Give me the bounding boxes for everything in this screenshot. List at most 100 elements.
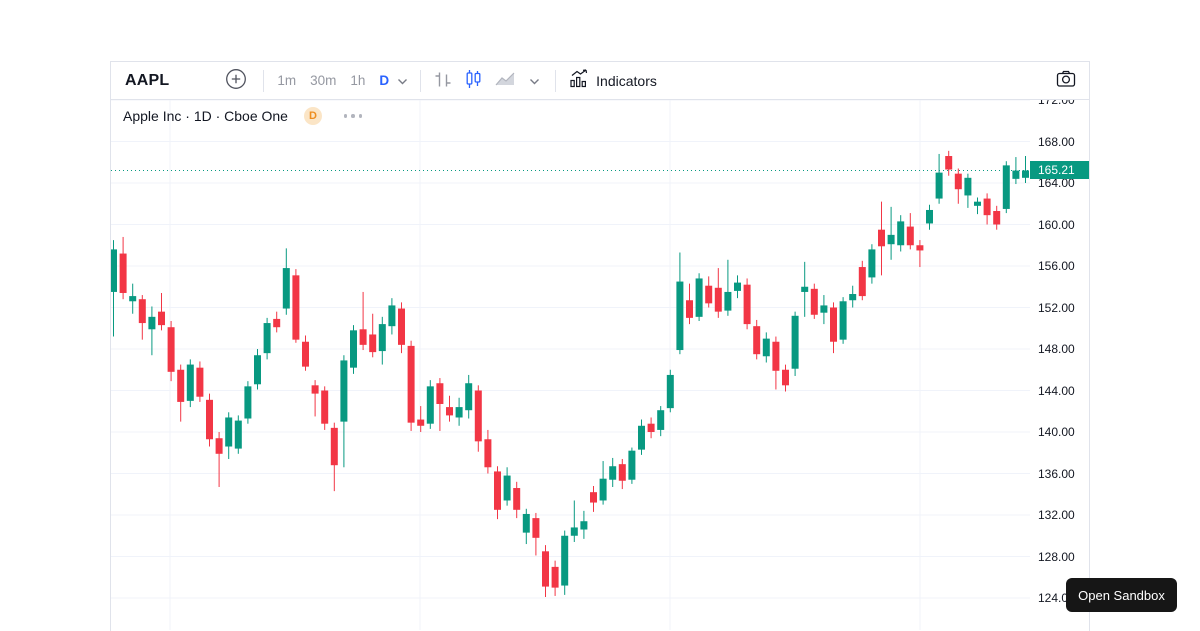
candle-down xyxy=(878,229,885,247)
candle-up xyxy=(570,527,578,536)
candle-up xyxy=(561,535,569,586)
indicators-label: Indicators xyxy=(596,72,657,89)
candle-up xyxy=(676,281,684,351)
candle-up xyxy=(964,177,972,196)
candle-down xyxy=(398,308,405,345)
candle-down xyxy=(436,383,444,404)
indicators-button[interactable]: Indicators xyxy=(569,68,657,93)
candle-up xyxy=(455,407,463,418)
candle-up xyxy=(609,466,617,480)
candle-up xyxy=(340,360,348,422)
candle-down xyxy=(119,253,127,293)
price-tick-label: 160.00 xyxy=(1038,217,1075,232)
candle-up xyxy=(666,374,674,409)
timeframe-30m[interactable]: 30m xyxy=(310,73,337,88)
candle-up xyxy=(580,521,588,530)
candle-up xyxy=(426,386,434,424)
candle-down xyxy=(782,369,789,386)
price-scale[interactable]: 172.00 168.00 164.00 160.00 156.00 152.00 148.… xyxy=(1030,100,1089,630)
price-tick-label: 136.00 xyxy=(1038,466,1075,481)
candle-up xyxy=(638,425,645,450)
candle-up xyxy=(849,294,857,301)
candle-down xyxy=(618,464,626,481)
candle-up xyxy=(801,286,809,292)
candle-down xyxy=(993,211,1001,225)
candle-down xyxy=(167,327,175,372)
candle-up xyxy=(974,201,981,206)
candle-down xyxy=(590,492,597,503)
candle-up xyxy=(1002,165,1010,209)
candle-up xyxy=(350,330,357,368)
candle-up xyxy=(935,172,943,199)
candle-down xyxy=(484,439,492,468)
toolbar-divider xyxy=(263,69,265,92)
legend-title[interactable]: Apple Inc · 1D · Cboe One xyxy=(123,108,288,124)
legend-more-button[interactable] xyxy=(340,110,367,122)
candle-down xyxy=(705,285,713,304)
candle-down xyxy=(686,300,693,318)
candle-up xyxy=(234,420,242,449)
compare-add-symbol-button[interactable] xyxy=(225,68,247,93)
candle-down xyxy=(906,226,914,246)
candle-up xyxy=(791,315,799,369)
candle-down xyxy=(311,385,319,394)
candle-up xyxy=(695,278,703,317)
candle-up xyxy=(244,386,252,419)
timeframe-group: 1m 30m 1h D xyxy=(277,72,410,90)
candle-down xyxy=(551,566,559,588)
chart-style-menu-button[interactable] xyxy=(529,72,540,90)
candle-down xyxy=(714,287,722,312)
candle-up xyxy=(148,316,156,330)
candle-up xyxy=(522,513,530,533)
candle-down xyxy=(417,419,425,426)
bars-style-button[interactable] xyxy=(433,70,452,92)
chart-style-group xyxy=(433,69,542,93)
area-style-button[interactable] xyxy=(495,71,516,90)
candle-down xyxy=(858,267,866,297)
candle-down xyxy=(273,318,281,328)
candle-down xyxy=(945,156,953,170)
timeframe-1h[interactable]: 1h xyxy=(350,73,366,88)
candle-up xyxy=(129,296,137,302)
toolbar-divider xyxy=(555,69,557,92)
chevron-down-icon xyxy=(529,72,540,90)
candle-down xyxy=(542,551,549,587)
candle-up xyxy=(503,475,511,501)
delayed-data-badge[interactable]: D xyxy=(303,107,322,125)
open-sandbox-button[interactable]: Open Sandbox xyxy=(1066,578,1177,612)
price-tick-label: 148.00 xyxy=(1038,342,1075,356)
candle-down xyxy=(647,423,655,432)
candles-style-button[interactable] xyxy=(465,69,482,93)
price-tick-label: 140.00 xyxy=(1038,425,1075,439)
chart-pane[interactable] xyxy=(111,100,1030,630)
candle-down xyxy=(369,334,377,353)
candle-down xyxy=(983,198,991,216)
candle-down xyxy=(138,299,146,324)
timeframe-1d[interactable]: D xyxy=(379,73,390,88)
price-tick-label: 168.00 xyxy=(1038,134,1075,149)
candle-up xyxy=(926,209,933,224)
timeframe-menu-button[interactable] xyxy=(397,72,408,90)
timeframe-1m[interactable]: 1m xyxy=(277,73,297,88)
ellipsis-icon xyxy=(343,114,363,118)
candle-up xyxy=(868,249,876,278)
candle-down xyxy=(474,390,482,442)
candle-up xyxy=(734,282,741,291)
candle-up xyxy=(1022,170,1029,178)
snapshot-camera-button[interactable] xyxy=(1055,69,1077,92)
candle-down xyxy=(532,518,540,538)
candle-down xyxy=(743,284,751,325)
chart-legend: Apple Inc · 1D · Cboe One D xyxy=(123,107,366,125)
chevron-down-icon xyxy=(397,72,408,90)
candle-up xyxy=(254,355,261,385)
candles-style-icon xyxy=(465,69,482,93)
chart-toolbar: AAPL 1m 30m 1h D xyxy=(111,62,1089,100)
candle-down xyxy=(292,275,300,340)
plus-circle-icon xyxy=(225,68,247,93)
price-tick-label: 124.00 xyxy=(1038,591,1075,605)
symbol-search-button[interactable]: AAPL xyxy=(125,71,170,89)
candle-up xyxy=(599,478,607,501)
candle-down xyxy=(177,369,185,402)
candle-down xyxy=(407,345,415,423)
candle-up xyxy=(839,301,847,340)
